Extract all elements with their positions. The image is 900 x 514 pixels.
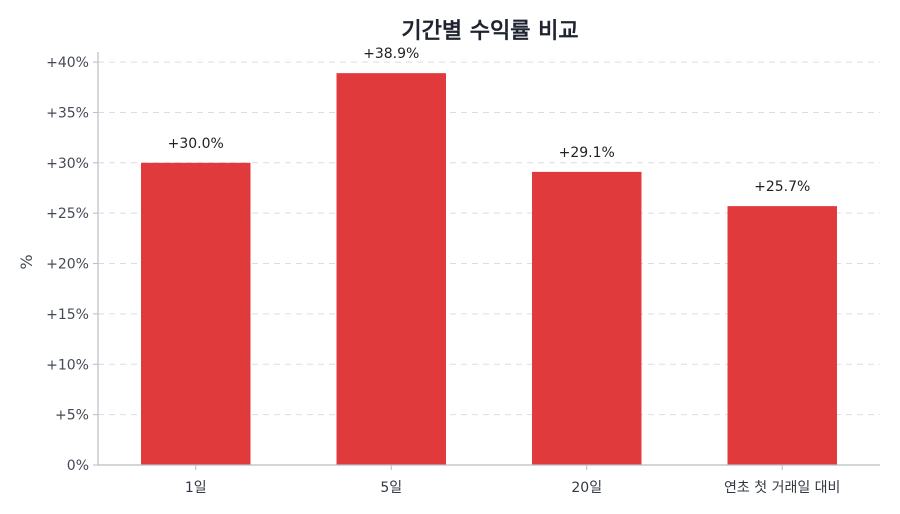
bar — [727, 206, 837, 465]
bar — [532, 171, 642, 465]
bar — [336, 73, 446, 465]
y-tick-label: +15% — [46, 307, 89, 323]
y-tick-label: +25% — [46, 206, 89, 222]
data-label: +38.9% — [363, 46, 419, 62]
data-label: +29.1% — [559, 145, 615, 161]
x-tick-label: 연초 첫 거래일 대비 — [724, 480, 840, 496]
x-axis-ticks: 1일 5일 20일 연초 첫 거래일 대비 — [185, 465, 840, 496]
y-tick-label: +5% — [55, 408, 89, 424]
x-tick-label: 20일 — [571, 480, 602, 496]
x-tick-label: 5일 — [380, 480, 402, 496]
y-tick-label: +30% — [46, 156, 89, 172]
x-tick-label: 1일 — [185, 480, 207, 496]
bars: +30.0% +38.9% +29.1% +25.7% — [141, 46, 837, 465]
axes — [97, 52, 880, 466]
y-axis-label: % — [17, 254, 36, 269]
y-tick-label: +35% — [46, 105, 89, 121]
y-tick-label: +10% — [46, 357, 89, 373]
y-axis-ticks: 0% +5% +10% +15% +20% +25% +30% +35% +40% — [46, 55, 98, 474]
bar — [141, 162, 251, 465]
y-tick-label: +40% — [46, 55, 89, 71]
y-tick-label: +20% — [46, 257, 89, 273]
y-tick-label: 0% — [67, 458, 89, 474]
data-label: +25.7% — [754, 179, 810, 195]
chart-title: 기간별 수익률 비교 — [401, 19, 578, 44]
data-label: +30.0% — [168, 136, 224, 152]
